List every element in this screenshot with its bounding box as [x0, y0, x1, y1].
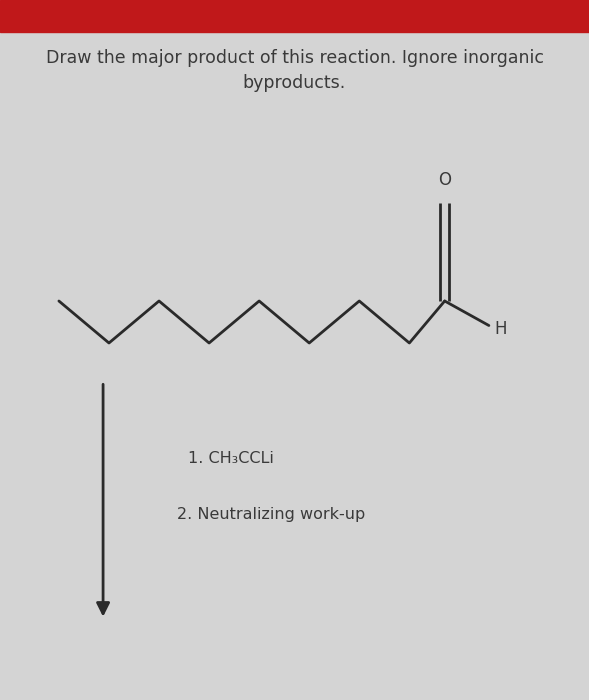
Text: O: O — [438, 171, 451, 189]
Text: 1. CH₃CCLi: 1. CH₃CCLi — [188, 451, 274, 466]
Text: byproducts.: byproducts. — [243, 74, 346, 92]
Text: 2. Neutralizing work-up: 2. Neutralizing work-up — [177, 507, 365, 522]
Text: Draw the major product of this reaction. Ignore inorganic: Draw the major product of this reaction.… — [45, 49, 544, 67]
Bar — [0, 0, 589, 32]
FancyArrowPatch shape — [98, 384, 108, 614]
Text: H: H — [495, 320, 507, 338]
